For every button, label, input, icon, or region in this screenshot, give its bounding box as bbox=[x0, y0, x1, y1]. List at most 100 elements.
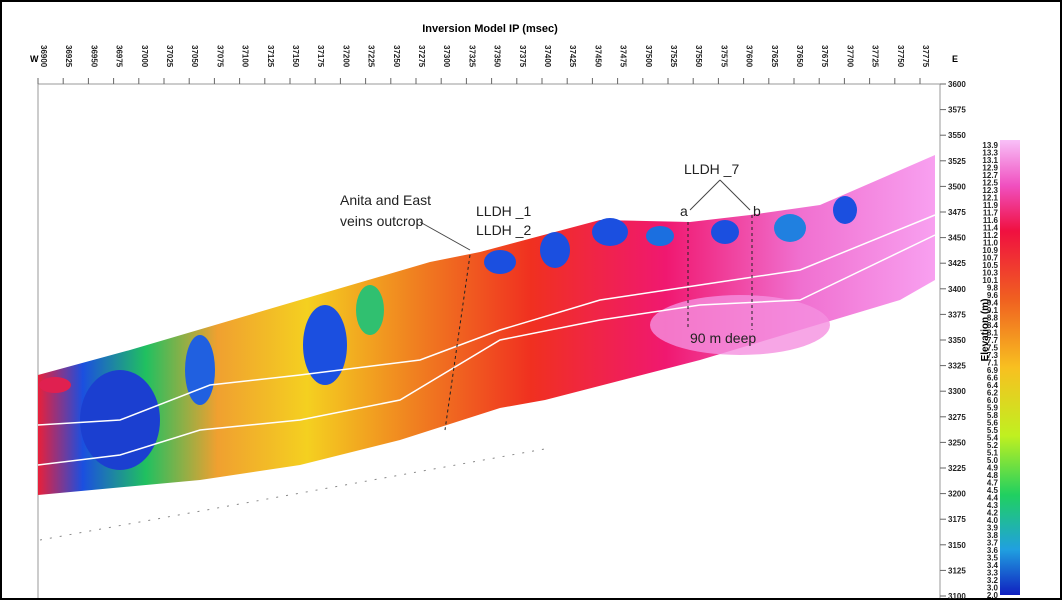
colorbar-label: 5.0 bbox=[987, 456, 999, 465]
colorbar-label: 5.6 bbox=[987, 419, 999, 428]
y-tick-label: 3250 bbox=[948, 438, 966, 447]
contour-line bbox=[37, 214, 936, 426]
colorbar-label: 4.8 bbox=[987, 471, 999, 480]
y-tick-label: 3275 bbox=[948, 413, 966, 422]
x-tick-label: 37650 bbox=[795, 45, 804, 68]
colorbar-label: 8.4 bbox=[987, 321, 999, 330]
x-tick-label: 37725 bbox=[871, 45, 880, 68]
colorbar-label: 11.4 bbox=[983, 224, 999, 233]
colorbar-label: 3.3 bbox=[987, 569, 999, 578]
colorbar-label: 10.7 bbox=[982, 254, 998, 263]
x-tick-label: 37625 bbox=[770, 45, 779, 68]
colorbar-label: 11.9 bbox=[983, 201, 999, 210]
x-tick-label: 37550 bbox=[694, 45, 703, 68]
x-tick-label: 37175 bbox=[316, 45, 325, 68]
colorbar-label: 8.8 bbox=[987, 314, 999, 323]
colorbar-label: 9.1 bbox=[987, 306, 999, 315]
colorbar-label: 3.5 bbox=[987, 554, 999, 563]
x-tick-label: 36900 bbox=[39, 45, 48, 68]
y-tick-label: 3525 bbox=[948, 157, 966, 166]
colorbar-label: 7.5 bbox=[987, 344, 999, 353]
x-tick-label: 37675 bbox=[820, 45, 829, 68]
annotation: a bbox=[680, 203, 688, 219]
x-tick-label: 37050 bbox=[190, 45, 199, 68]
pointer bbox=[689, 179, 721, 211]
x-tick-label: 37775 bbox=[921, 45, 930, 68]
colorbar-label: 7.1 bbox=[987, 359, 999, 368]
y-tick-label: 3200 bbox=[948, 490, 966, 499]
annotation: LLDH _7 bbox=[684, 161, 739, 177]
colorbar-label: 5.8 bbox=[987, 411, 999, 420]
annotation: 90 m deep bbox=[690, 330, 756, 346]
colorbar-label: 10.5 bbox=[982, 261, 998, 270]
colorbar-label: 12.3 bbox=[982, 186, 998, 195]
colorbar-label: 11.0 bbox=[983, 239, 999, 248]
y-tick-label: 3425 bbox=[948, 259, 966, 268]
x-tick-label: 37075 bbox=[215, 45, 224, 68]
colorbar-label: 13.9 bbox=[982, 141, 998, 150]
colorbar-label: 9.6 bbox=[987, 291, 999, 300]
y-tick-label: 3175 bbox=[948, 515, 966, 524]
y-tick-label: 3400 bbox=[948, 285, 966, 294]
colorbar-label: 5.2 bbox=[987, 441, 999, 450]
x-tick-label: 36925 bbox=[64, 45, 73, 68]
y-tick-label: 3375 bbox=[948, 310, 966, 319]
colorbar-label: 6.4 bbox=[987, 381, 999, 390]
x-tick-label: 37475 bbox=[619, 45, 628, 68]
colorbar-label: 11.2 bbox=[983, 231, 999, 240]
colorbar-label: 8.1 bbox=[987, 329, 999, 338]
colorbar-label: 9.4 bbox=[987, 299, 999, 308]
colorbar-label: 7.7 bbox=[987, 336, 999, 345]
x-tick-label: 37600 bbox=[745, 45, 754, 68]
colorbar-label: 3.4 bbox=[987, 561, 999, 570]
x-tick-label: 37200 bbox=[341, 45, 350, 68]
x-tick-label: 37525 bbox=[669, 45, 678, 68]
model-section bbox=[38, 155, 935, 495]
colorbar-label: 3.8 bbox=[987, 531, 999, 540]
colorbar-label: 3.2 bbox=[987, 576, 999, 585]
y-tick-label: 3300 bbox=[948, 387, 966, 396]
y-axis-label: Elevation (m) bbox=[980, 299, 991, 362]
colorbar-label: 3.7 bbox=[987, 539, 999, 548]
pointer bbox=[419, 221, 471, 251]
colorbar-label: 4.5 bbox=[987, 486, 999, 495]
colorbar-label: 4.0 bbox=[987, 516, 999, 525]
x-tick-label: 37250 bbox=[392, 45, 401, 68]
x-tick-label: 37700 bbox=[845, 45, 854, 68]
colorbar-label: 6.0 bbox=[987, 396, 999, 405]
colorbar-label: 6.9 bbox=[987, 366, 999, 375]
colorbar-label: 9.8 bbox=[987, 284, 999, 293]
y-tick-label: 3500 bbox=[948, 182, 966, 191]
colorbar bbox=[1000, 140, 1020, 595]
colorbar-label: 4.7 bbox=[987, 479, 999, 488]
x-tick-label: 37025 bbox=[165, 45, 174, 68]
colorbar-label: 13.3 bbox=[982, 149, 998, 158]
y-tick-label: 3350 bbox=[948, 336, 966, 345]
colorbar-label: 12.5 bbox=[982, 179, 998, 188]
x-tick-label: 37125 bbox=[266, 45, 275, 68]
colorbar-label: 12.1 bbox=[982, 194, 998, 203]
colorbar-label: 4.4 bbox=[987, 494, 999, 503]
contour-line bbox=[37, 234, 936, 466]
x-tick-label: 37100 bbox=[241, 45, 250, 68]
annotation: veins outcrop bbox=[340, 213, 423, 229]
colorbar-label: 10.3 bbox=[982, 269, 998, 278]
x-tick-label: 37375 bbox=[518, 45, 527, 68]
dotted-line bbox=[39, 447, 551, 541]
x-tick-label: 37000 bbox=[140, 45, 149, 68]
west-label: W bbox=[30, 54, 39, 64]
colorbar-label: 10.9 bbox=[982, 246, 998, 255]
colorbar-label: 12.7 bbox=[982, 171, 998, 180]
y-tick-label: 3600 bbox=[948, 80, 966, 89]
pointer bbox=[719, 179, 751, 211]
x-tick-label: 37450 bbox=[593, 45, 602, 68]
annotation: LLDH _2 bbox=[476, 222, 531, 238]
x-tick-label: 37150 bbox=[291, 45, 300, 68]
y-tick-label: 3150 bbox=[948, 541, 966, 550]
colorbar-label: 5.5 bbox=[987, 426, 999, 435]
y-tick-label: 3450 bbox=[948, 234, 966, 243]
colorbar-label: 10.1 bbox=[982, 276, 998, 285]
y-tick-label: 3125 bbox=[948, 566, 966, 575]
